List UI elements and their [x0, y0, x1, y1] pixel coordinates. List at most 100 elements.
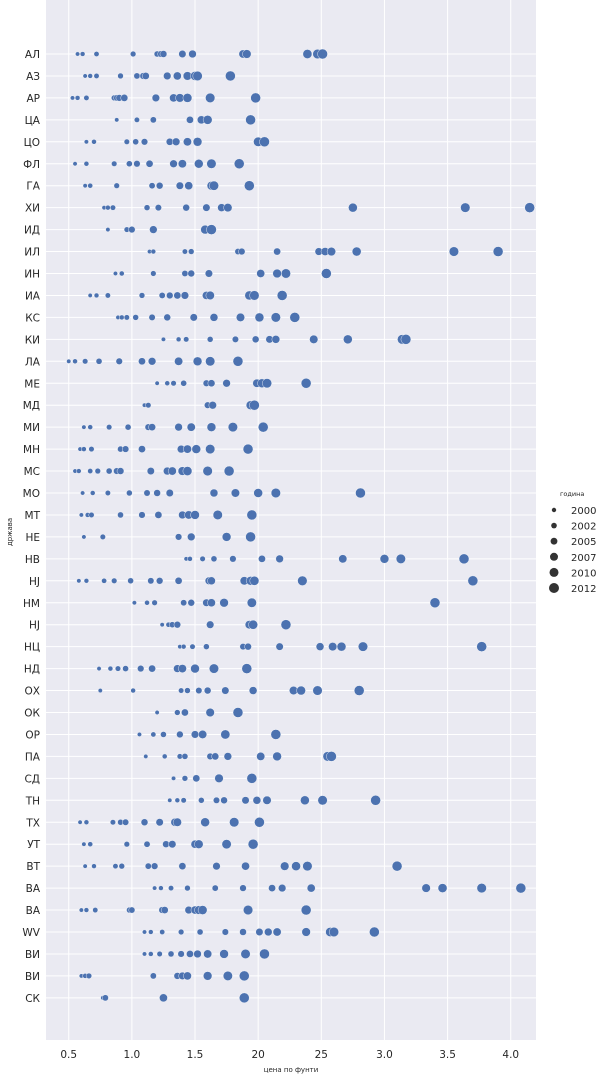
- data-point: [214, 773, 224, 783]
- data-point: [188, 49, 197, 59]
- data-point: [151, 599, 158, 606]
- data-point: [161, 336, 166, 342]
- data-point: [132, 138, 139, 146]
- data-point: [254, 817, 265, 828]
- data-point: [76, 468, 82, 474]
- data-point: [174, 356, 183, 366]
- data-point: [239, 928, 247, 936]
- data-point: [209, 663, 219, 674]
- data-point: [187, 599, 195, 607]
- data-point: [248, 686, 258, 695]
- data-point: [220, 729, 231, 740]
- data-point: [81, 424, 87, 430]
- data-point: [183, 336, 190, 343]
- data-point: [173, 621, 181, 629]
- data-point: [114, 117, 120, 123]
- data-point: [83, 161, 90, 167]
- data-point: [137, 665, 145, 673]
- data-point: [184, 884, 191, 892]
- data-point: [115, 357, 123, 365]
- data-point: [241, 796, 250, 805]
- data-point: [184, 687, 191, 694]
- y-tick-label: МД: [23, 400, 40, 412]
- y-tick-label: СК: [25, 993, 40, 1005]
- data-point: [178, 159, 187, 169]
- y-tick-label: АР: [26, 93, 40, 105]
- x-tick-label: 20: [251, 1049, 264, 1061]
- data-point: [245, 531, 256, 543]
- data-point: [467, 575, 479, 586]
- data-point: [173, 291, 182, 300]
- data-point: [268, 884, 276, 892]
- y-tick-label: НЈ: [29, 620, 40, 632]
- y-tick-label: СД: [24, 773, 40, 785]
- data-point: [66, 358, 72, 364]
- data-point: [437, 883, 448, 893]
- legend-marker: [550, 552, 558, 561]
- data-point: [280, 619, 292, 630]
- data-point: [225, 70, 236, 82]
- data-point: [205, 92, 216, 103]
- data-point: [122, 818, 129, 826]
- y-tick-label: МО: [23, 488, 40, 500]
- y-tick-labels: АЛ АЗ АР ЦА ЦО ФЛ ГА ХИ ИД ИЛ ИН ИА КС КИ ЛА МЕ МД МИ МН МС…: [22, 49, 40, 1005]
- data-point: [182, 203, 190, 212]
- data-point: [328, 642, 338, 652]
- data-point: [87, 424, 93, 430]
- data-point: [524, 202, 535, 213]
- data-point: [220, 796, 228, 804]
- data-point: [192, 70, 203, 81]
- data-point: [229, 817, 240, 828]
- data-point: [93, 292, 100, 299]
- data-point: [174, 577, 183, 585]
- data-point: [181, 708, 189, 717]
- data-point: [190, 510, 200, 520]
- data-point: [88, 446, 95, 453]
- data-point: [245, 114, 256, 126]
- data-point: [270, 729, 282, 740]
- data-point: [186, 950, 194, 958]
- data-point: [270, 312, 281, 323]
- data-point: [276, 290, 288, 301]
- data-point: [186, 116, 194, 124]
- data-point: [192, 137, 203, 147]
- data-point: [369, 926, 380, 938]
- data-point: [206, 422, 217, 432]
- data-point: [223, 203, 233, 213]
- data-point: [143, 204, 151, 211]
- data-point: [209, 313, 219, 322]
- data-point: [95, 358, 103, 365]
- data-point: [156, 950, 163, 957]
- data-point: [78, 907, 84, 913]
- data-point: [82, 73, 88, 79]
- legend-label: 2010: [571, 568, 596, 579]
- data-point: [99, 533, 106, 540]
- data-point: [223, 465, 235, 477]
- data-point: [188, 248, 195, 255]
- y-tick-label: НЕ: [25, 532, 40, 544]
- data-point: [289, 312, 300, 323]
- data-point: [171, 775, 176, 781]
- y-tick-label: ВА: [26, 883, 41, 895]
- data-point: [264, 927, 273, 937]
- data-point: [104, 490, 111, 496]
- y-tick-label: НД: [24, 664, 40, 676]
- data-point: [196, 928, 204, 936]
- data-point: [174, 423, 183, 432]
- data-point: [348, 202, 358, 213]
- y-tick-label: ВИ: [25, 971, 40, 983]
- data-point: [124, 423, 132, 431]
- data-point: [238, 247, 246, 256]
- data-point: [317, 795, 328, 806]
- data-point: [232, 356, 244, 367]
- data-point: [148, 423, 156, 431]
- data-point: [145, 159, 154, 168]
- data-point: [111, 577, 118, 584]
- data-point: [150, 270, 157, 277]
- data-point: [166, 291, 174, 300]
- data-point: [207, 598, 216, 608]
- data-point: [199, 555, 206, 562]
- data-point: [154, 204, 162, 212]
- data-point: [138, 445, 146, 453]
- data-point: [82, 183, 88, 189]
